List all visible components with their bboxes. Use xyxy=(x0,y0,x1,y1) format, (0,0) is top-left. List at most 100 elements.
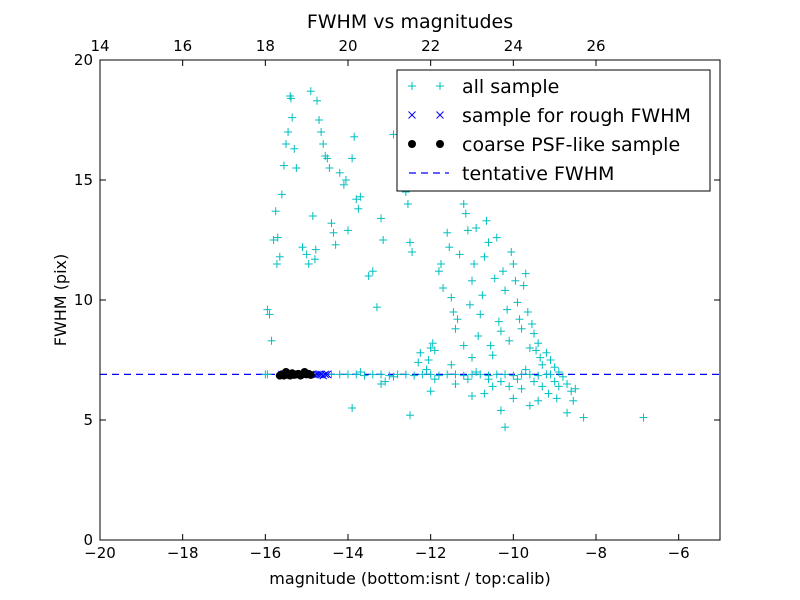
all-sample-point xyxy=(494,317,503,326)
all-sample-point xyxy=(352,195,361,204)
all-sample-point xyxy=(310,255,319,264)
all-sample-point xyxy=(468,392,476,400)
y-axis-label: FWHM (pix) xyxy=(51,254,70,347)
legend-marker xyxy=(408,82,416,90)
legend-entry: sample for rough FWHM xyxy=(408,105,691,127)
all-sample-point xyxy=(534,371,543,380)
all-sample-point xyxy=(267,336,276,345)
legend-entry: coarse PSF-like sample xyxy=(408,134,680,156)
all-sample-point xyxy=(554,368,563,376)
y-tick-label: 20 xyxy=(74,51,93,69)
all-sample-point xyxy=(532,346,541,355)
all-sample-point xyxy=(463,226,472,235)
all-sample-point xyxy=(360,371,369,380)
series-0 xyxy=(261,87,648,432)
top-tick-label: 14 xyxy=(90,37,109,55)
legend-marker xyxy=(408,140,416,148)
legend-label: sample for rough FWHM xyxy=(462,105,691,127)
all-sample-point xyxy=(284,128,293,136)
all-sample-point xyxy=(364,272,373,280)
all-sample-point xyxy=(476,310,485,319)
all-sample-point xyxy=(534,339,543,348)
all-sample-point xyxy=(536,353,545,362)
x-tick-label: −8 xyxy=(585,544,607,562)
all-sample-point xyxy=(484,238,493,247)
axes-layer: −20 −18 −16 −14 −12 −10 −8 −6 14 16 18 20 22 24 26 0 5 10… xyxy=(74,37,720,562)
all-sample-point xyxy=(499,267,507,276)
all-sample-point xyxy=(269,236,278,244)
top-tick-label: 24 xyxy=(504,37,523,55)
all-sample-point xyxy=(480,389,489,398)
all-sample-point xyxy=(449,308,458,316)
all-sample-point xyxy=(434,371,443,380)
all-sample-point xyxy=(401,370,410,379)
all-sample-point xyxy=(563,408,572,417)
all-sample-point xyxy=(488,351,497,360)
y-tick-label: 0 xyxy=(83,531,93,549)
all-sample-point xyxy=(509,260,518,268)
all-sample-point xyxy=(304,260,313,268)
x-tick-label: −12 xyxy=(415,544,447,562)
all-sample-point xyxy=(273,233,282,242)
all-sample-point xyxy=(422,365,431,374)
all-sample-point xyxy=(571,384,580,393)
all-sample-point xyxy=(437,260,445,268)
all-sample-point xyxy=(525,344,534,352)
legend-marker xyxy=(436,82,444,90)
all-sample-point xyxy=(521,269,530,278)
all-sample-point xyxy=(523,308,532,316)
all-sample-point xyxy=(430,375,439,384)
x-tick-label: −20 xyxy=(84,544,116,562)
all-sample-point xyxy=(348,154,357,163)
all-sample-point xyxy=(492,233,501,242)
all-sample-point xyxy=(403,200,412,208)
all-sample-point xyxy=(439,284,448,292)
all-sample-point xyxy=(567,387,576,396)
all-sample-point xyxy=(356,368,365,376)
legend-marker xyxy=(436,140,444,148)
all-sample-point xyxy=(426,344,435,352)
all-sample-point xyxy=(472,224,481,232)
all-sample-point xyxy=(486,341,495,350)
all-sample-point xyxy=(377,380,386,388)
all-sample-point xyxy=(468,353,476,362)
all-sample-point xyxy=(476,370,485,379)
all-sample-point xyxy=(418,370,427,379)
all-sample-point xyxy=(509,394,518,403)
all-sample-point xyxy=(356,192,365,201)
psf-like-point xyxy=(306,370,315,379)
all-sample-point xyxy=(344,370,352,379)
x-tick-label: −18 xyxy=(167,544,199,562)
x-tick-label: −6 xyxy=(668,544,690,562)
all-sample-point xyxy=(470,260,479,268)
all-sample-point xyxy=(554,382,563,391)
legend-entries: all sample sample for rough FWHM coarse PS… xyxy=(408,76,691,185)
all-sample-point xyxy=(455,250,464,259)
all-sample-point xyxy=(517,370,526,379)
all-sample-point xyxy=(443,228,452,237)
all-sample-point xyxy=(490,274,499,283)
all-sample-point xyxy=(507,248,516,256)
all-sample-point xyxy=(521,365,530,374)
all-sample-point xyxy=(513,375,522,384)
all-sample-point xyxy=(546,356,555,364)
legend-marker xyxy=(436,111,444,119)
rough-fwhm-point xyxy=(323,370,332,379)
all-sample-point xyxy=(501,370,510,379)
all-sample-point xyxy=(461,209,470,218)
all-sample-point xyxy=(329,228,338,237)
top-tick-label: 20 xyxy=(338,37,357,55)
all-sample-point xyxy=(275,252,284,261)
all-sample-point xyxy=(465,300,474,309)
all-sample-point xyxy=(292,164,301,172)
all-sample-point xyxy=(468,370,476,379)
all-sample-point xyxy=(426,387,435,396)
all-sample-point xyxy=(381,377,390,386)
all-sample-point xyxy=(530,377,538,386)
all-sample-point xyxy=(288,113,297,122)
all-sample-point xyxy=(277,190,286,199)
legend-label: coarse PSF-like sample xyxy=(462,134,680,156)
all-sample-point xyxy=(509,371,518,380)
all-sample-point xyxy=(525,370,534,379)
psf-like-point xyxy=(282,368,290,376)
